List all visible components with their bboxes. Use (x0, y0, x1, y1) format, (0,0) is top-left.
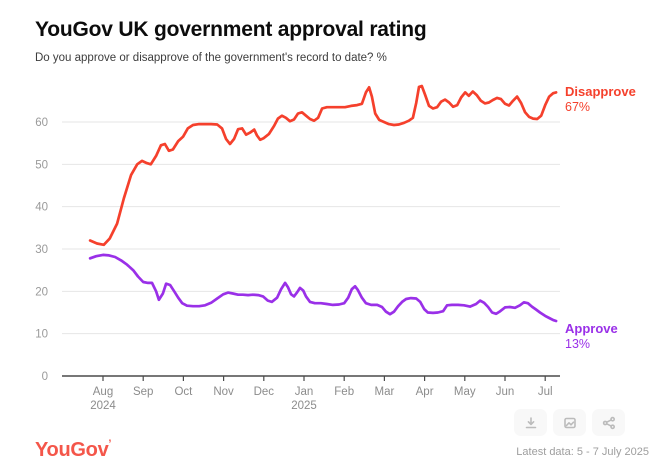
y-axis-label: 40 (35, 202, 48, 214)
x-axis-label: Mar (374, 386, 394, 398)
share-icon (602, 416, 616, 430)
approve-series-name: Approve (565, 321, 618, 336)
y-axis-label: 20 (35, 286, 48, 298)
share-button[interactable] (592, 409, 625, 436)
download-icon (524, 416, 538, 430)
download-button[interactable] (514, 409, 547, 436)
x-axis-label: Apr (416, 386, 434, 398)
x-axis-label: Feb (334, 386, 354, 398)
disapprove-series-name: Disapprove (565, 84, 636, 99)
x-axis-year-label: 2025 (291, 400, 317, 412)
x-axis-label: Jul (538, 386, 553, 398)
x-axis-label: Aug (93, 386, 113, 398)
approve-end-label: Approve 13% (565, 321, 660, 352)
y-axis-label: 60 (35, 117, 48, 129)
x-axis-label: Nov (213, 386, 234, 398)
image-icon (563, 416, 577, 430)
y-axis-label: 0 (42, 371, 48, 383)
logo-tick: ’ (108, 438, 112, 450)
image-export-button[interactable] (553, 409, 586, 436)
x-axis-label: Jun (496, 386, 515, 398)
approve-series-value: 13% (565, 336, 591, 351)
chart-title: YouGov UK government approval rating (35, 18, 427, 41)
x-axis-year-label: 2024 (90, 400, 116, 412)
chart-overlay-toolbar (514, 409, 625, 436)
x-axis-label: May (454, 386, 476, 398)
x-axis-label: Oct (174, 386, 193, 398)
disapprove-end-label: Disapprove 67% (565, 84, 660, 115)
y-axis-label: 10 (35, 329, 48, 341)
disapprove-series-value: 67% (565, 99, 591, 114)
yougov-logo: YouGov’ (35, 438, 112, 462)
chart-subtitle: Do you approve or disapprove of the gove… (35, 52, 387, 64)
disapprove-line (88, 84, 558, 247)
x-axis-label: Dec (254, 386, 275, 398)
x-axis-label: Sep (133, 386, 153, 398)
y-axis-label: 50 (35, 159, 48, 171)
latest-data-text: Latest data: 5 - 7 July 2025 (516, 446, 649, 458)
approve-line (88, 253, 558, 323)
x-axis-label: Jan (295, 386, 314, 398)
y-axis-label: 30 (35, 244, 48, 256)
